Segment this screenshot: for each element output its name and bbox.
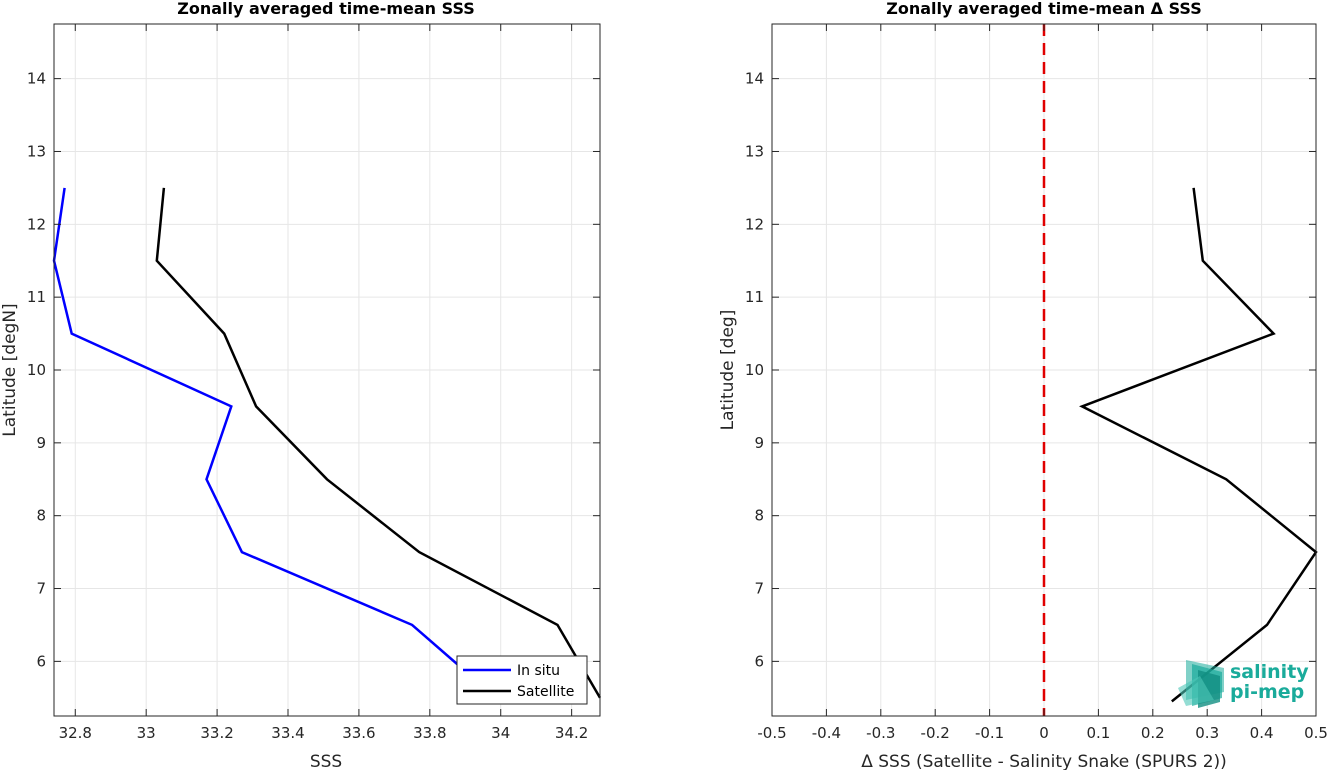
y-tick-label: 12 — [27, 215, 46, 233]
y-tick-label: 13 — [745, 142, 764, 160]
legend: In situ Satellite — [456, 655, 588, 705]
x-tick-label: -0.2 — [921, 724, 950, 742]
sss-panel-title: Zonally averaged time-mean SSS — [177, 0, 475, 18]
salinity-pi-mep-logo: salinity pi-mep — [1178, 660, 1309, 708]
x-tick-label: -0.3 — [866, 724, 895, 742]
y-tick-label: 12 — [745, 215, 764, 233]
x-tick-label: 0.3 — [1195, 724, 1219, 742]
logo-line1: salinity — [1230, 661, 1309, 683]
x-tick-label: 33 — [137, 724, 156, 742]
y-tick-label: 11 — [27, 288, 46, 306]
sss-panel-ylabel: Latitude [degN] — [0, 303, 20, 436]
x-tick-label: 0.1 — [1086, 724, 1110, 742]
y-tick-label: 7 — [754, 580, 764, 598]
y-tick-label: 14 — [745, 70, 764, 88]
y-tick-label: 10 — [27, 361, 46, 379]
delta-sss-panel-ticks: -0.5 -0.4 -0.3 -0.2 -0.1 0 0.1 0.2 0.3 0.4 0.5 6 7 8 9… — [745, 24, 1328, 742]
x-tick-label: 33.4 — [271, 724, 304, 742]
legend-box — [456, 655, 588, 705]
delta-sss-panel-lines — [1042, 24, 1318, 716]
y-tick-label: 8 — [36, 507, 46, 525]
series-line-satellite — [155, 187, 602, 699]
series-line-in-situ — [52, 187, 460, 666]
y-tick-label: 13 — [27, 142, 46, 160]
sss-panel-lines — [52, 187, 602, 699]
sss-panel: Zonally averaged time-mean SSS SSS Latit… — [0, 0, 602, 770]
y-tick-label: 6 — [754, 652, 764, 670]
y-tick-label: 7 — [36, 580, 46, 598]
y-tick-label: 14 — [27, 70, 46, 88]
sss-panel-ticks: 32.8 33 33.2 33.4 33.6 33.8 34 34.2 6 7 8 9 10 11 12 13… — [27, 24, 600, 742]
x-tick-label: 32.8 — [59, 724, 92, 742]
x-tick-label: 33.6 — [342, 724, 375, 742]
x-tick-label: 33.8 — [413, 724, 446, 742]
x-tick-label: 34.2 — [555, 724, 588, 742]
x-tick-label: -0.1 — [975, 724, 1004, 742]
delta-sss-panel-ylabel: Latitude [deg] — [718, 310, 738, 431]
sss-panel-xlabel: SSS — [310, 752, 342, 770]
x-tick-label: 34 — [491, 724, 510, 742]
x-tick-label: 0.4 — [1250, 724, 1274, 742]
y-tick-label: 9 — [754, 434, 764, 452]
x-tick-label: 0.2 — [1141, 724, 1165, 742]
delta-sss-panel: Zonally averaged time-mean Δ SSS Δ SSS (… — [718, 0, 1328, 770]
series-line-delta-sss — [1079, 187, 1318, 703]
delta-sss-panel-xlabel: Δ SSS (Satellite - Salinity Snake (SPURS… — [861, 752, 1227, 770]
y-tick-label: 11 — [745, 288, 764, 306]
legend-label-satellite: Satellite — [517, 684, 574, 700]
x-tick-label: 0.5 — [1304, 724, 1328, 742]
x-tick-label: 0 — [1039, 724, 1049, 742]
logo-line2: pi-mep — [1230, 681, 1304, 703]
x-tick-label: -0.4 — [812, 724, 841, 742]
y-tick-label: 8 — [754, 507, 764, 525]
y-tick-label: 6 — [36, 652, 46, 670]
y-tick-label: 10 — [745, 361, 764, 379]
x-tick-label: -0.5 — [757, 724, 786, 742]
logo-wave-icon — [1178, 660, 1224, 708]
legend-label-in-situ: In situ — [517, 663, 560, 679]
delta-sss-panel-title: Zonally averaged time-mean Δ SSS — [886, 0, 1202, 18]
y-tick-label: 9 — [36, 434, 46, 452]
x-tick-label: 33.2 — [200, 724, 233, 742]
